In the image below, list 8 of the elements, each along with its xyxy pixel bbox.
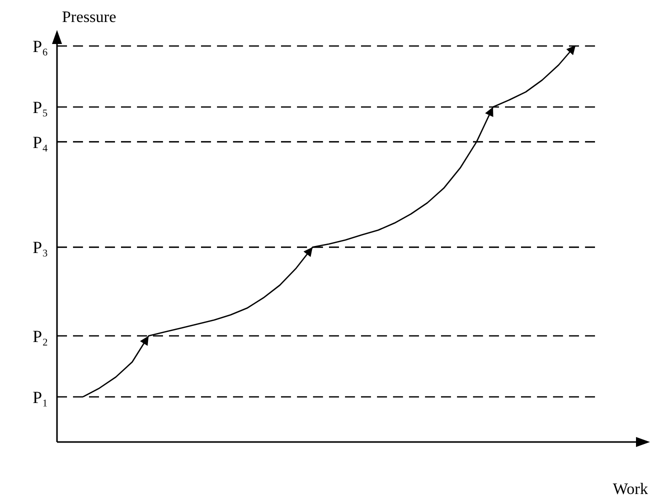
ref-line-label: P₃ [32,238,48,258]
ref-line-label: P₄ [32,132,48,152]
y-axis-title: Pressure [62,9,116,26]
x-axis-title: Work [612,481,648,498]
ref-line-label: P₆ [32,36,48,56]
ref-line-label: P₁ [32,388,48,407]
ref-line-label: P₂ [32,326,48,346]
ref-line-label: P₅ [32,98,48,117]
